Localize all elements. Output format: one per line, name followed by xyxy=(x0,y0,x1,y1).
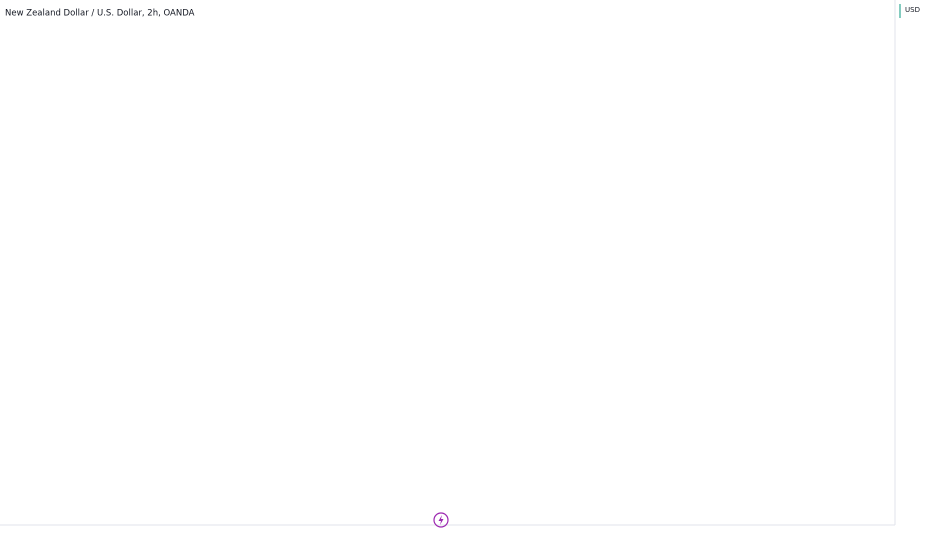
icon-ring[interactable] xyxy=(433,512,449,528)
chart-title: New Zealand Dollar / U.S. Dollar, 2h, OA… xyxy=(5,9,195,19)
replay-icon[interactable] xyxy=(433,512,449,528)
currency: USD xyxy=(905,6,920,14)
icon-bolt[interactable] xyxy=(438,515,444,525)
